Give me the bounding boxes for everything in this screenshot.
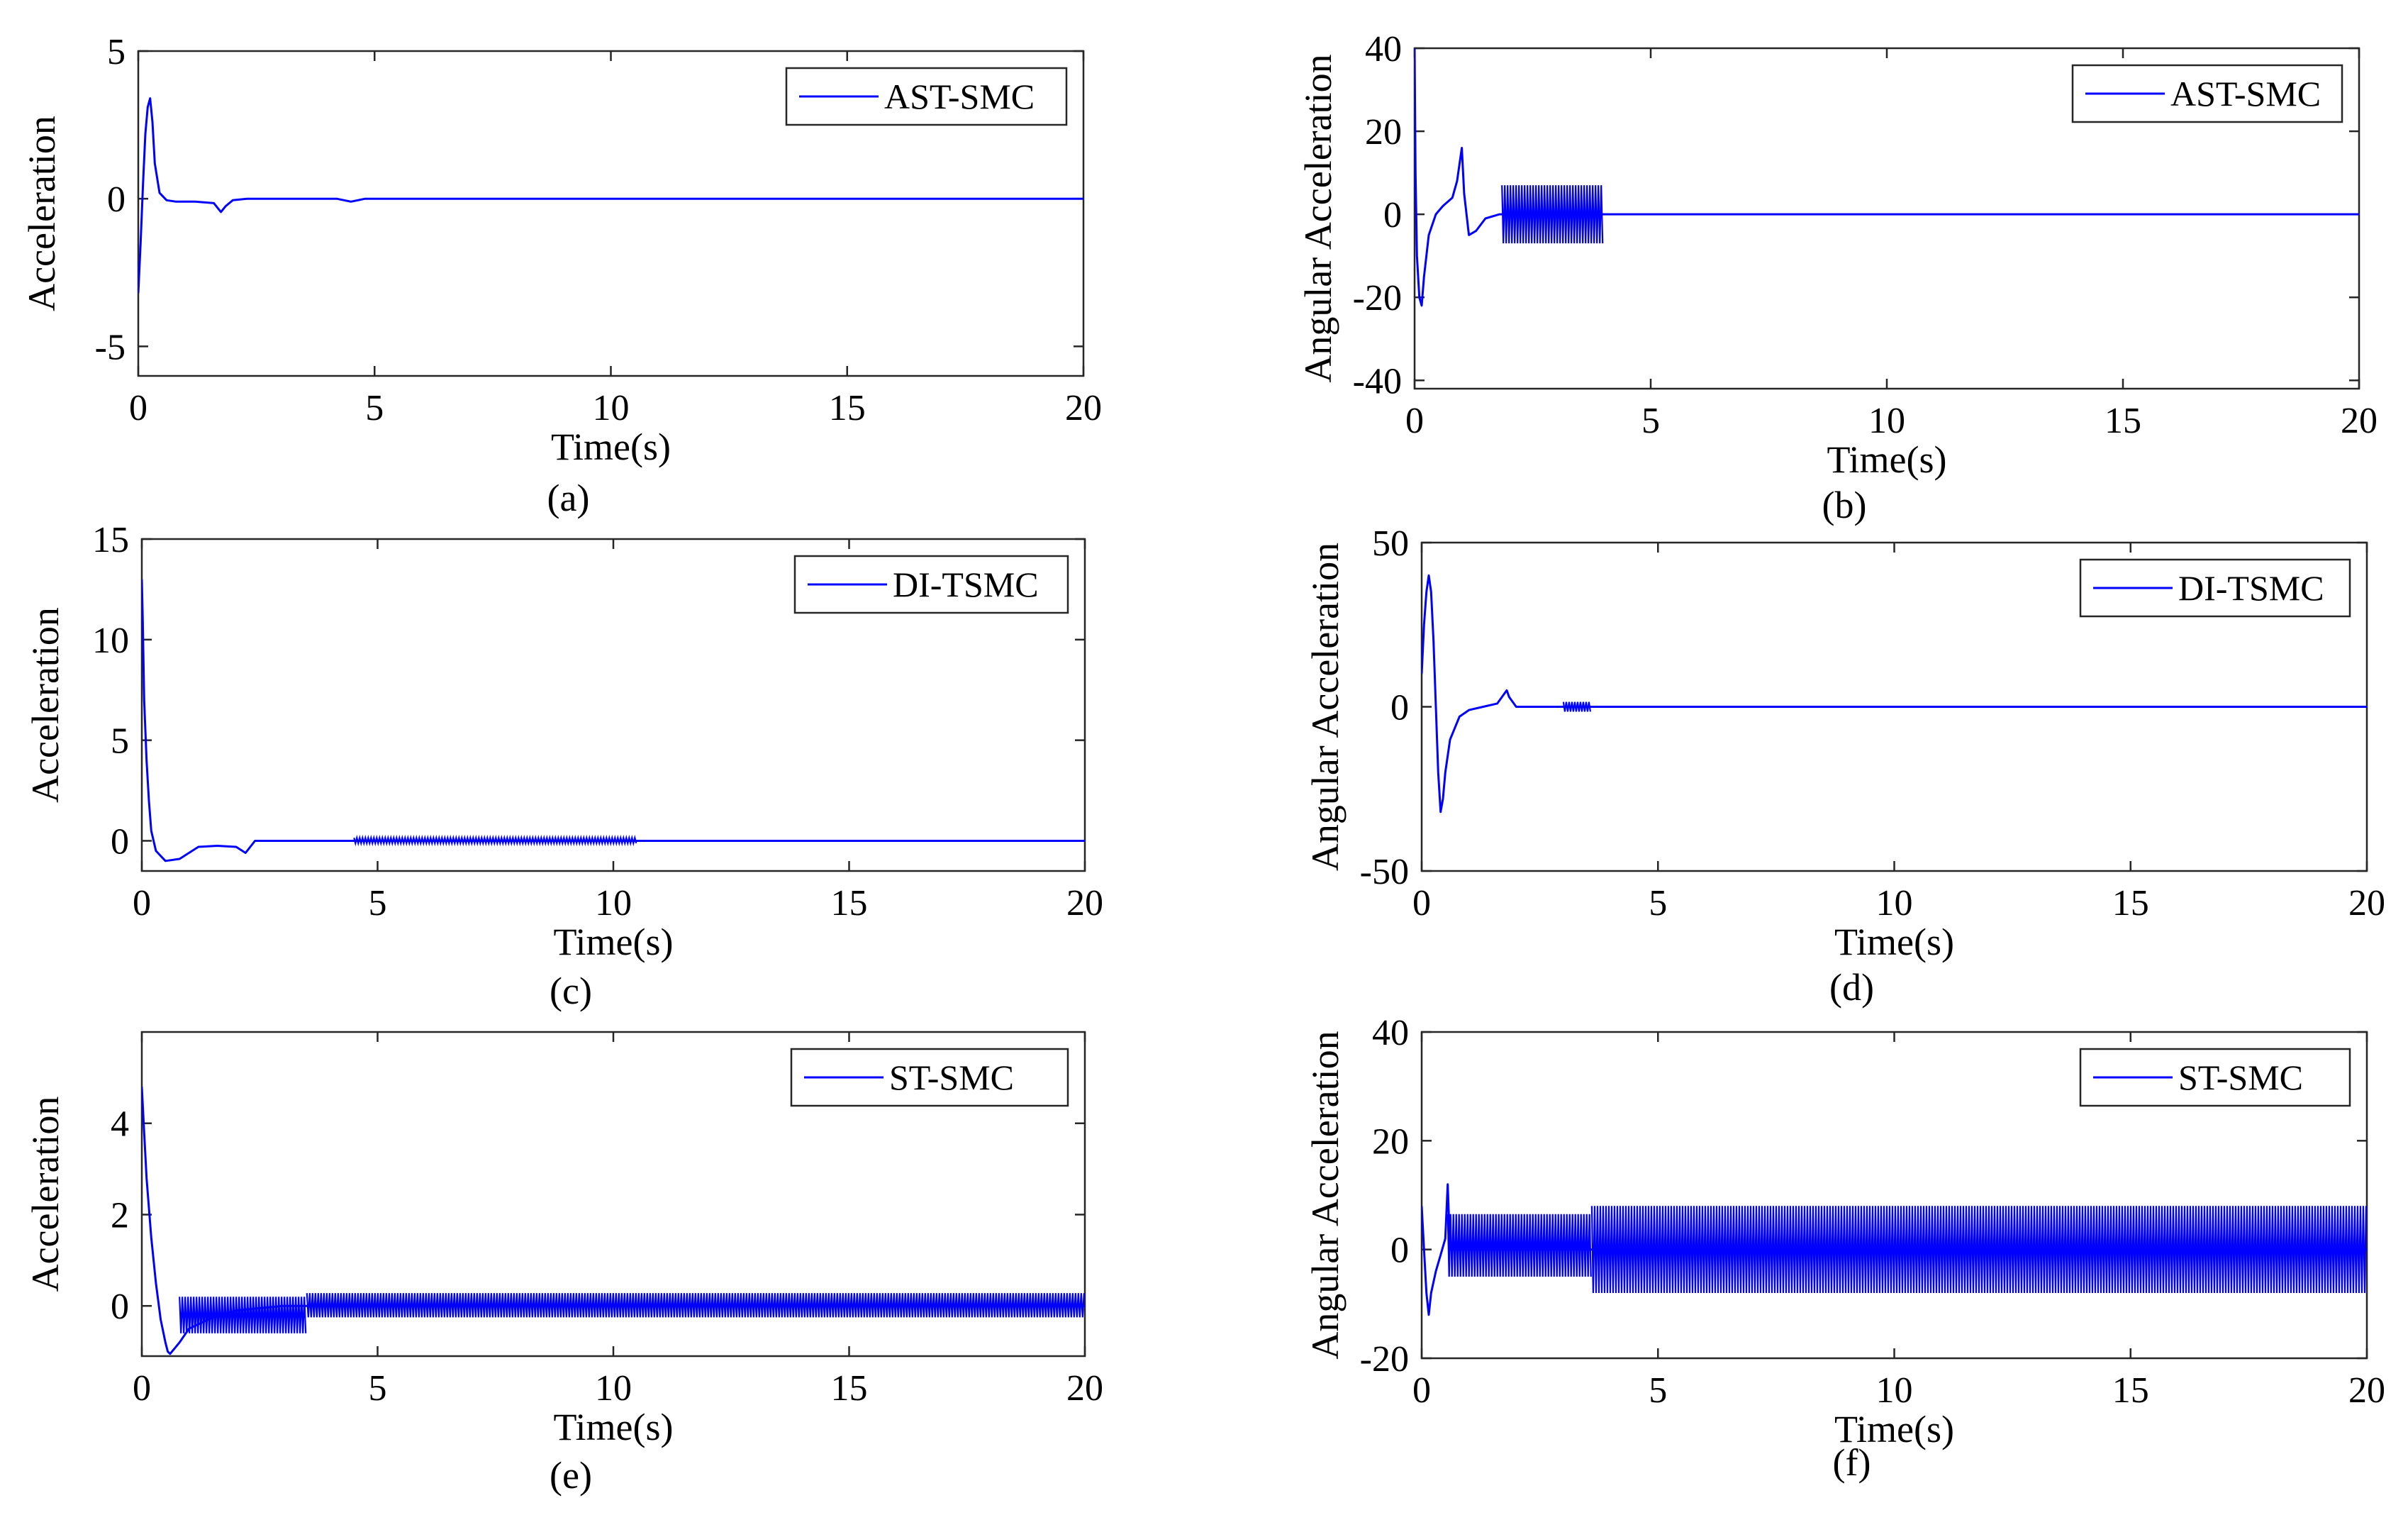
x-tick-label: 15 (2105, 401, 2141, 441)
x-tick-label: 0 (1412, 883, 1431, 923)
x-tick-label: 20 (1066, 883, 1103, 923)
y-tick-label: -20 (1353, 278, 1402, 318)
y-tick-label: 0 (107, 179, 126, 220)
chattering-band (1447, 1214, 1592, 1277)
x-tick-label: 0 (129, 388, 147, 428)
y-axis-label: Acceleration (21, 116, 63, 311)
x-tick-label: 5 (1649, 883, 1667, 923)
x-tick-label: 5 (365, 388, 384, 428)
x-tick-label: 10 (593, 388, 630, 428)
y-tick-label: 0 (111, 1287, 129, 1327)
subplot-e: 0 5 10 15 20 0 2 4 ST-SMC Time(s) Acceleration (e) (24, 1031, 1103, 1497)
x-tick-label: 0 (133, 883, 151, 923)
x-tick-label: 15 (2112, 1370, 2149, 1411)
chattering-band (306, 1293, 1085, 1318)
y-tick-label: 40 (1372, 1013, 1409, 1053)
y-tick-label: 5 (107, 32, 126, 72)
y-axis-label: Acceleration (24, 1097, 67, 1292)
legend-label: ST-SMC (889, 1058, 1014, 1097)
subplot-b: 0 5 10 15 20 -40 -20 0 20 40 AST-SMC Time(s) Angular… (1297, 29, 2378, 526)
y-tick-label: 0 (111, 821, 129, 862)
x-tick-label: 5 (369, 1368, 387, 1409)
subplot-caption: (b) (1822, 484, 1867, 526)
y-tick-label: -40 (1353, 361, 1402, 401)
chattering-band (1590, 1206, 2367, 1294)
series-line-st-smc (1422, 1183, 2367, 1316)
legend: DI-TSMC (2079, 558, 2351, 618)
y-tick-label: -20 (1360, 1339, 1409, 1380)
y-tick-label: 2 (111, 1195, 129, 1236)
y-tick-label: 15 (92, 520, 129, 560)
y-tick-label: 40 (1365, 29, 1402, 70)
subplot-c: 0 5 10 15 20 0 5 10 15 DI-TSMC Time(s) Acceleration… (24, 520, 1103, 1012)
y-axis-label: Angular Acceleration (1304, 543, 1347, 871)
legend-label: AST-SMC (2170, 74, 2321, 113)
x-tick-label: 0 (1412, 1370, 1431, 1411)
x-axis-label: Time(s) (1834, 1408, 1954, 1450)
x-tick-label: 5 (369, 883, 387, 923)
subplot-a: 0 5 10 15 20-505AST-SMCTime(s)Acceleration(a… (21, 32, 1102, 519)
series-line-ast-smc (138, 97, 1083, 294)
x-tick-label: 20 (1066, 1368, 1103, 1409)
x-tick-label: 20 (2341, 401, 2378, 441)
x-axis-label: Time(s) (1827, 438, 1946, 481)
y-tick-label: -5 (95, 327, 126, 367)
x-tick-label: 15 (829, 388, 866, 428)
subplot-caption: (d) (1829, 966, 1874, 1009)
x-tick-label: 15 (831, 883, 868, 923)
subplot-caption: (f) (1833, 1441, 1871, 1484)
legend-label: AST-SMC (884, 77, 1035, 116)
x-tick-label: 10 (595, 1368, 632, 1409)
y-tick-label: 0 (1383, 195, 1402, 235)
x-axis-label: Time(s) (553, 1406, 673, 1448)
series-line-st-smc (142, 1087, 1085, 1355)
legend: ST-SMC (790, 1048, 1069, 1107)
legend: ST-SMC (2079, 1048, 2351, 1107)
legend: AST-SMC (2071, 64, 2343, 123)
x-axis-label: Time(s) (553, 921, 673, 963)
y-axis-label: Angular Acceleration (1304, 1031, 1347, 1359)
legend-label: DI-TSMC (893, 565, 1039, 604)
x-axis-label: Time(s) (551, 426, 671, 468)
x-tick-label: 0 (1405, 401, 1424, 441)
series-line-ast-smc (1415, 48, 2359, 307)
x-axis-label: Time(s) (1834, 921, 1954, 963)
y-tick-label: 0 (1390, 688, 1409, 728)
legend-label: ST-SMC (2178, 1058, 2303, 1097)
x-tick-label: 10 (1868, 401, 1905, 441)
legend: DI-TSMC (793, 555, 1069, 614)
legend: AST-SMC (785, 67, 1068, 126)
x-tick-label: 15 (2112, 883, 2149, 923)
x-tick-label: 5 (1649, 1370, 1667, 1411)
x-tick-label: 10 (595, 883, 632, 923)
x-tick-label: 20 (2348, 883, 2385, 923)
x-tick-label: 0 (133, 1368, 151, 1409)
series-line-di-tsmc (142, 579, 1085, 862)
x-tick-label: 10 (1876, 883, 1913, 923)
legend-label: DI-TSMC (2178, 568, 2324, 608)
y-tick-label: 4 (111, 1104, 129, 1145)
x-tick-label: 20 (1065, 388, 1102, 428)
y-tick-label: 0 (1390, 1231, 1409, 1271)
subplot-caption: (a) (547, 477, 590, 519)
y-tick-label: 5 (111, 721, 129, 762)
y-tick-label: 50 (1372, 523, 1409, 564)
x-tick-label: 15 (831, 1368, 868, 1409)
series-line-di-tsmc (1422, 574, 2367, 814)
subplot-caption: (e) (550, 1454, 592, 1497)
chattering-band (179, 1297, 307, 1333)
y-tick-label: -50 (1360, 852, 1409, 892)
y-tick-label: 20 (1372, 1121, 1409, 1162)
x-tick-label: 20 (2348, 1370, 2385, 1411)
x-tick-label: 10 (1876, 1370, 1913, 1411)
y-tick-label: 20 (1365, 112, 1402, 152)
subplot-caption: (c) (550, 970, 592, 1012)
x-tick-label: 5 (1641, 401, 1660, 441)
y-axis-label: Acceleration (24, 607, 67, 803)
y-tick-label: 10 (92, 621, 129, 661)
y-axis-label: Angular Acceleration (1297, 54, 1339, 382)
